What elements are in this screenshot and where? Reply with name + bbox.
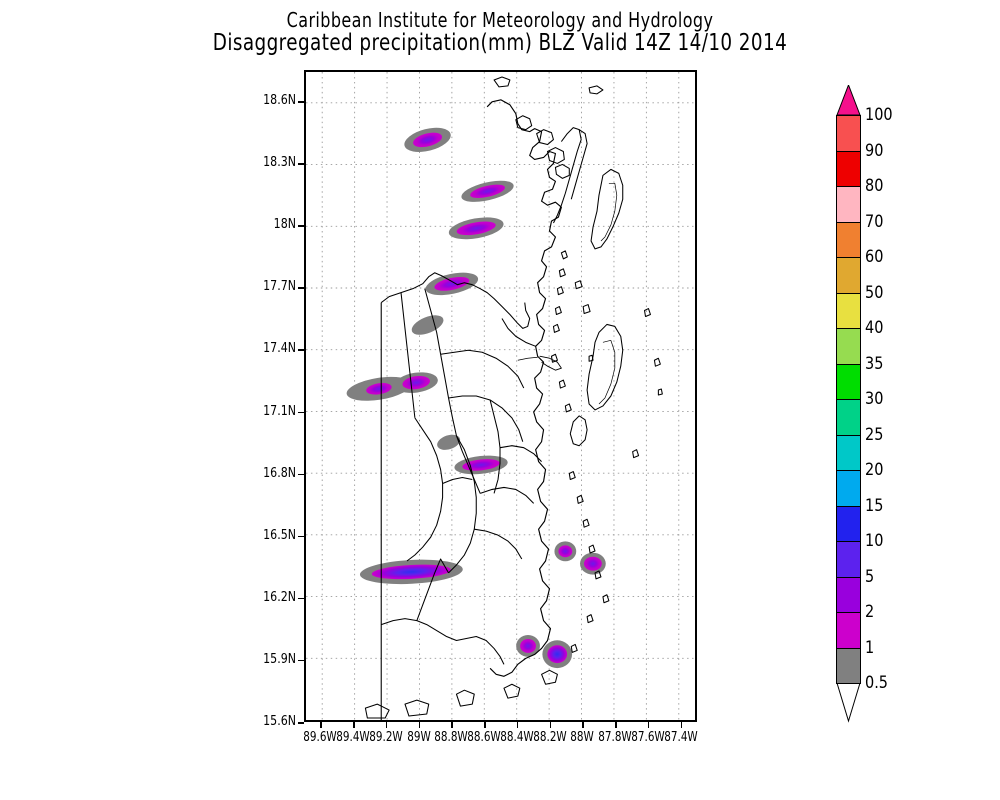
x-axis-tick (549, 722, 552, 728)
colorbar-tick-label: 80 (865, 176, 884, 196)
precip-cell-offshore-ne (580, 552, 606, 575)
map-plot-area[interactable] (304, 70, 697, 722)
colorbar-tick-label: 60 (865, 247, 884, 267)
colorbar-swatch (836, 186, 861, 223)
x-axis-tick (647, 722, 650, 728)
y-axis-tick (298, 163, 304, 165)
y-axis-tick-label: 18.6N (263, 93, 296, 109)
colorbar-tick-label: 2 (865, 602, 875, 622)
x-axis-tick-label: 89.4W (336, 730, 370, 745)
y-axis-tick (298, 225, 304, 227)
y-axis-tick (298, 722, 304, 724)
colorbar-tick-label: 30 (865, 389, 884, 409)
colorbar-swatch (836, 150, 861, 187)
x-axis-tick (582, 722, 584, 728)
precip-cell-belize-city (425, 272, 479, 296)
x-axis-tick-label: 88.8W (434, 730, 469, 745)
y-axis-tick (298, 535, 304, 538)
colorbar-swatch (836, 470, 861, 507)
y-axis-tick-label: 15.6N (263, 714, 296, 729)
colorbar-tick-label: 15 (865, 495, 884, 516)
x-axis-tick (418, 722, 421, 728)
x-axis-tick-label: 87.4W (663, 730, 698, 745)
colorbar-swatch (836, 221, 861, 258)
x-axis-tick-label: 87.6W (631, 730, 665, 745)
y-axis-tick-label: 18N (273, 217, 296, 233)
precip-cell-orange-walk (461, 180, 514, 202)
colorbar-swatch (836, 328, 861, 365)
colorbar-swatch (836, 505, 861, 542)
x-axis-tick-label: 89.6W (303, 730, 338, 745)
page-title: Disaggregated precipitation(mm) BLZ Vali… (212, 30, 788, 56)
y-axis-tick-label: 17.4N (263, 341, 296, 357)
precip-cell-stann-creek (454, 455, 508, 475)
y-axis-tick-label: 17.1N (263, 403, 296, 419)
colorbar-swatch (836, 647, 861, 684)
y-axis-tick-label: 18.3N (263, 155, 296, 171)
x-axis-tick (451, 722, 453, 728)
colorbar-swatch (836, 399, 861, 436)
colorbar-swatch (836, 541, 861, 578)
x-axis-tick-label: 87.8W (598, 730, 632, 745)
x-axis-tick (353, 722, 355, 728)
precip-cell-corozal (404, 127, 451, 152)
colorbar-swatch (836, 434, 861, 471)
y-axis-tick-label: 16.2N (263, 589, 296, 605)
y-axis-tick (298, 411, 304, 414)
y-axis-tick (298, 473, 304, 476)
colorbar-tick-label: 70 (865, 211, 884, 232)
x-axis-tick-label: 88.4W (500, 730, 534, 745)
precip-cell-toledo-main (359, 559, 463, 585)
y-axis-tick-label: 16.5N (263, 527, 296, 543)
y-axis-tick-label: 17.7N (263, 279, 296, 295)
y-axis-tick-label: 16.8N (263, 465, 296, 481)
x-axis-tick (320, 722, 322, 728)
colorbar-swatch (836, 576, 861, 613)
x-axis-tick (516, 722, 519, 728)
colorbar-tick-label: 25 (865, 424, 884, 445)
precip-cell-cayo-west (346, 376, 412, 401)
colorbar-tick-label: 20 (865, 460, 884, 480)
y-axis-tick (298, 101, 304, 103)
y-axis-tick-label: 15.9N (263, 651, 296, 667)
colorbar[interactable]: 0.5 1 2 5 10 15 20 25 30 35 40 50 60 70 80 90 100 (836, 85, 893, 723)
x-axis-tick-label: 89W (406, 730, 431, 745)
precip-cell-cayo-east (394, 372, 438, 393)
colorbar-tick-label: 10 (865, 531, 884, 551)
colorbar-tick-label: 100 (865, 105, 893, 125)
colorbar-swatch (836, 115, 861, 152)
colorbar-tick-label: 0.5 (865, 673, 888, 693)
precip-cell-offshore-s (516, 635, 540, 657)
x-axis-tick (385, 722, 388, 728)
colorbar-tick-label: 35 (865, 353, 884, 374)
x-axis-tick-label: 88.2W (532, 730, 567, 745)
colorbar-tick-label: 50 (865, 282, 884, 303)
y-axis-tick (298, 287, 304, 289)
x-axis-tick-label: 88W (570, 730, 595, 745)
x-axis-tick-label: 88.6W (467, 730, 501, 745)
precip-cell-mtn-pine (437, 434, 461, 450)
precip-cell-north-belize (448, 217, 504, 240)
colorbar-swatch (836, 363, 861, 400)
x-axis-tick (680, 722, 683, 728)
y-axis-tick (298, 349, 304, 351)
x-axis-tick (484, 722, 486, 728)
colorbar-swatch (836, 612, 861, 649)
y-axis-tick (298, 659, 304, 662)
colorbar-tick-label: 40 (865, 318, 884, 338)
precip-cell-offshore-se (542, 640, 573, 669)
colorbar-tick-label: 1 (865, 637, 875, 658)
colorbar-tick-label: 5 (865, 566, 875, 587)
colorbar-swatch (836, 292, 861, 329)
institute-title: Caribbean Institute for Meteorology and … (286, 8, 714, 32)
x-axis-tick-label: 89.2W (369, 730, 403, 745)
x-axis-tick (615, 722, 617, 728)
coastline-and-borders (364, 76, 663, 720)
y-axis-tick (298, 597, 304, 600)
colorbar-tick-label: 90 (865, 140, 884, 161)
precip-cell-offshore-n (554, 541, 577, 562)
colorbar-swatch (836, 257, 861, 294)
